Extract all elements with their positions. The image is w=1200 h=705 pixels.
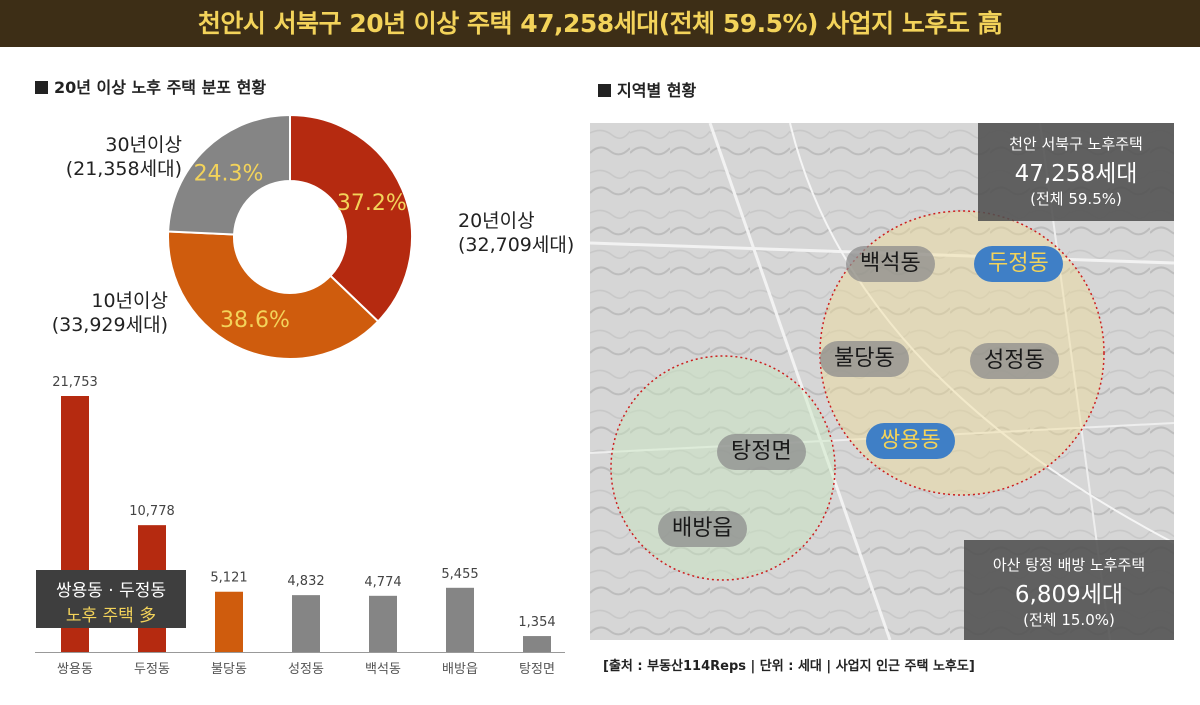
bar-value-label: 5,121 <box>210 571 247 586</box>
donut-slice <box>167 113 291 236</box>
donut-slice <box>289 113 413 323</box>
map-chip-buldang: 불당동 <box>820 341 909 377</box>
donut-category-label: 30년이상 <box>105 134 182 156</box>
donut-percent-label: 38.6% <box>220 308 290 333</box>
bar-category-label: 쌍용동 <box>57 662 93 677</box>
bar-value-label: 4,774 <box>364 575 401 590</box>
bar-value-label: 21,753 <box>52 375 98 390</box>
bar-value-label: 4,832 <box>287 574 324 589</box>
page-header: 천안시 서북구 20년 이상 주택 47,258세대(전체 59.5%) 사업지… <box>0 0 1200 47</box>
bar-category-label: 배방읍 <box>442 662 478 677</box>
donut-count-label: (32,709세대) <box>458 234 574 256</box>
bar <box>369 595 397 652</box>
asan-info-line3: (전체 15.0%) <box>1023 611 1115 629</box>
source-note: [출처 : 부동산114Reps | 단위 : 세대 | 사업지 인근 주택 노… <box>603 659 975 674</box>
donut-chart: 37.2% 38.6% 24.3% 20년이상(32,709세대) 10년이상(33,9… <box>52 113 574 360</box>
seobuk-info-box: 천안 서북구 노후주택 47,258세대 (전체 59.5%) <box>978 123 1174 221</box>
bar-category-label: 두정동 <box>134 662 170 677</box>
bar-chart: 21,753 쌍용동 10,778 두정동 5,121 불당동 4,832 성정동 4,774 백… <box>35 375 565 677</box>
bar <box>292 595 320 652</box>
map-section-title: 지역별 현황 <box>598 77 696 101</box>
bar <box>446 587 474 652</box>
donut-slice <box>167 230 380 360</box>
map-section-title-text: 지역별 현황 <box>617 81 697 100</box>
bar-category-label: 불당동 <box>211 662 247 677</box>
bar-value-label: 10,778 <box>129 504 175 519</box>
donut-percent-label: 37.2% <box>337 191 407 216</box>
asan-info-line2: 6,809세대 <box>1014 582 1124 608</box>
map-chip-baebang: 배방읍 <box>658 511 747 547</box>
bar <box>215 591 243 652</box>
square-bullet-icon <box>35 81 48 94</box>
square-bullet-icon <box>598 84 611 97</box>
asan-info-box: 아산 탕정 배방 노후주택 6,809세대 (전체 15.0%) <box>964 540 1174 640</box>
seobuk-info-line1: 천안 서북구 노후주택 <box>1009 135 1143 153</box>
map-chip-baekseok: 백석동 <box>846 246 935 282</box>
map-chip-dujeong: 두정동 <box>974 246 1063 282</box>
bar-value-label: 5,455 <box>441 567 478 582</box>
callout-box: 쌍용동 · 두정동 노후 주택 多 <box>36 570 186 628</box>
bar-category-label: 성정동 <box>288 662 324 677</box>
bar-category-label: 백석동 <box>365 662 401 677</box>
bar <box>523 636 551 652</box>
donut-category-label: 20년이상 <box>458 210 535 232</box>
bar-value-label: 1,354 <box>518 615 555 630</box>
donut-section-title: 20년 이상 노후 주택 분포 현황 <box>35 74 266 98</box>
map-chip-ssangyong: 쌍용동 <box>866 423 955 459</box>
seobuk-info-line2: 47,258세대 <box>1014 161 1138 187</box>
seobuk-info-line3: (전체 59.5%) <box>1030 190 1122 208</box>
donut-section-title-text: 20년 이상 노후 주택 분포 현황 <box>54 78 267 97</box>
region-map: 백석동 두정동 불당동 성정동 쌍용동 탕정면 배방읍 천안 서북구 노후주택 … <box>590 123 1174 640</box>
donut-percent-label: 24.3% <box>194 162 264 187</box>
asan-info-line1: 아산 탕정 배방 노후주택 <box>992 556 1146 574</box>
map-chip-seongjeong: 성정동 <box>970 343 1059 379</box>
donut-count-label: (21,358세대) <box>66 158 182 180</box>
donut-category-label: 10년이상 <box>91 290 168 312</box>
donut-count-label: (33,929세대) <box>52 314 168 336</box>
callout-line1: 쌍용동 · 두정동 <box>55 581 167 601</box>
callout-line2: 노후 주택 多 <box>65 606 157 626</box>
map-chip-tangjeong: 탕정면 <box>717 434 806 470</box>
bar-category-label: 탕정면 <box>519 662 555 677</box>
